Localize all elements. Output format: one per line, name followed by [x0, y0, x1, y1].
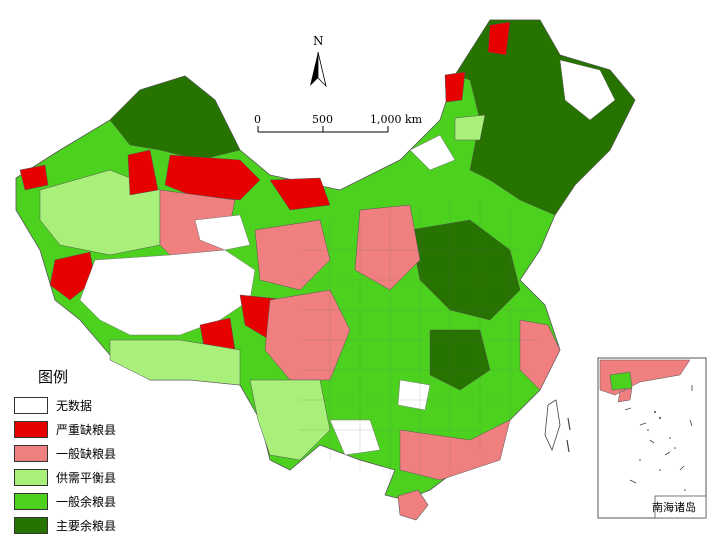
region-hainan: [397, 489, 429, 521]
region-nm-light: [454, 114, 486, 141]
region-kashgar-red: [49, 251, 96, 301]
legend-title: 图例: [38, 368, 69, 386]
legend-item: 严重缺粮县: [14, 417, 164, 441]
legend-swatch-nodata: [14, 396, 48, 414]
region-south-pink: [399, 419, 511, 481]
legend-swatch-balance: [14, 468, 48, 486]
legend-item: 一般缺粮县: [14, 441, 164, 465]
legend-swatch-major-surplus: [14, 516, 48, 534]
region-shaanxi-pink: [354, 204, 421, 291]
legend-label: 一般缺粮县: [56, 446, 117, 461]
inset-label: 南海诸岛: [652, 501, 696, 514]
legend-swatch-severe-deficit: [14, 420, 48, 438]
region-hunan-nodata: [397, 379, 431, 411]
region-central-dark: [429, 329, 491, 391]
region-qinghai-east-pink: [254, 219, 331, 291]
legend-item: 一般余粮县: [14, 489, 164, 513]
region-guangxi-nodata: [329, 419, 381, 456]
region-east-coast-pink: [519, 319, 561, 391]
region-xinjiang-red: [164, 154, 261, 201]
legend-item: 无数据: [14, 393, 164, 417]
legend-label: 一般余粮县: [56, 494, 117, 509]
legend-label: 严重缺粮县: [56, 422, 117, 437]
region-nm-nodata: [409, 134, 456, 171]
region-northeast-nodata: [559, 59, 616, 121]
region-hulunbuir-red: [444, 71, 466, 103]
region-north-red2: [127, 149, 159, 196]
region-xinjiang-north: [109, 75, 241, 161]
legend-swatch-deficit: [14, 444, 48, 462]
region-qinghai-nodata: [194, 214, 251, 251]
legend-label: 主要余粮县: [56, 518, 117, 533]
north-arrow: [310, 51, 327, 88]
scale-label-500: 500: [312, 113, 333, 126]
legend-item: 主要余粮县: [14, 513, 164, 537]
scale-label-1000: 1,000 km: [370, 113, 423, 126]
region-yunnan-mixed: [249, 379, 331, 461]
maritime-boundary-dashes: [566, 417, 571, 453]
legend-label: 无数据: [56, 398, 93, 413]
scale-label-0: 0: [254, 113, 261, 126]
legend-label: 供需平衡县: [56, 470, 117, 485]
county-texture: [300, 200, 540, 480]
legend-swatch-surplus: [14, 492, 48, 510]
region-ili-red: [19, 164, 49, 191]
region-north-red: [269, 177, 331, 211]
scale-bar: [257, 126, 389, 133]
region-north-china-dark: [409, 219, 521, 321]
region-tibet-nodata: [79, 249, 256, 336]
inset-south-china-sea: [597, 357, 707, 519]
region-tibet-south: [109, 339, 241, 386]
legend: 图例 无数据 严重缺粮县 一般缺粮县 供需平衡县 一般余粮县 主要余粮县: [14, 366, 164, 537]
region-dongbei-red: [487, 21, 511, 56]
region-taiwan: [544, 399, 561, 452]
north-label: N: [313, 34, 324, 48]
legend-item: 供需平衡县: [14, 465, 164, 489]
